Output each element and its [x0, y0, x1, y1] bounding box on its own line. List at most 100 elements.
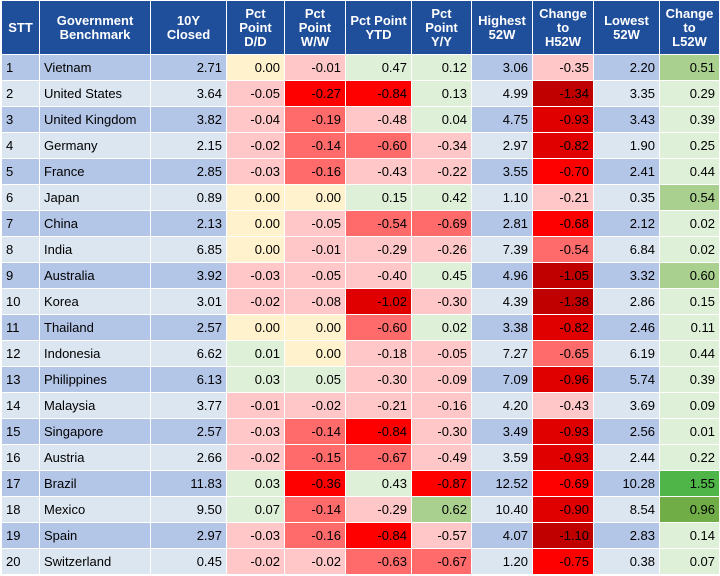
- highest-52w-value: 7.27: [471, 340, 533, 367]
- highest-52w-value: 4.39: [471, 288, 533, 315]
- lowest-52w-value: 0.38: [593, 548, 660, 575]
- country-name: India: [39, 236, 151, 263]
- table-row: 4 Germany 2.15 -0.02 -0.14 -0.60 -0.34 2.97 -0.8…: [1, 132, 720, 159]
- lowest-52w-value: 2.56: [593, 418, 660, 445]
- pct-dd-value: -0.03: [226, 158, 285, 185]
- row-number: 19: [1, 522, 40, 549]
- table-row: 17 Brazil 11.83 0.03 -0.36 0.43 -0.87 12.52 -0.6…: [1, 470, 720, 497]
- table-row: 18 Mexico 9.50 0.07 -0.14 -0.29 0.62 10.40 -0.90…: [1, 496, 720, 523]
- pct-dd-value: 0.01: [226, 340, 285, 367]
- country-name: Austria: [39, 444, 151, 471]
- lowest-52w-value: 6.84: [593, 236, 660, 263]
- pct-yy-value: 0.13: [411, 80, 472, 107]
- pct-yy-value: -0.26: [411, 236, 472, 263]
- lowest-52w-value: 8.54: [593, 496, 660, 523]
- change-l52w-value: 0.25: [659, 132, 720, 159]
- closed-value: 2.71: [150, 54, 227, 81]
- highest-52w-value: 4.75: [471, 106, 533, 133]
- change-h52w-value: -1.05: [532, 262, 594, 289]
- row-number: 14: [1, 392, 40, 419]
- highest-52w-value: 3.06: [471, 54, 533, 81]
- closed-value: 6.13: [150, 366, 227, 393]
- change-h52w-value: -0.93: [532, 418, 594, 445]
- change-h52w-value: -1.10: [532, 522, 594, 549]
- highest-52w-value: 4.07: [471, 522, 533, 549]
- pct-ytd-value: -0.60: [345, 132, 412, 159]
- pct-dd-value: 0.07: [226, 496, 285, 523]
- change-h52w-value: -0.75: [532, 548, 594, 575]
- change-l52w-value: 0.07: [659, 548, 720, 575]
- closed-value: 0.45: [150, 548, 227, 575]
- lowest-52w-value: 2.20: [593, 54, 660, 81]
- table-row: 10 Korea 3.01 -0.02 -0.08 -1.02 -0.30 4.39 -1.38…: [1, 288, 720, 315]
- pct-ww-value: -0.15: [284, 444, 346, 471]
- pct-ytd-value: -0.48: [345, 106, 412, 133]
- pct-dd-value: -0.02: [226, 548, 285, 575]
- table-row: 6 Japan 0.89 0.00 0.00 0.15 0.42 1.10 -0.21 0.35 0…: [1, 184, 720, 211]
- pct-yy-value: 0.02: [411, 314, 472, 341]
- pct-ww-value: -0.02: [284, 548, 346, 575]
- closed-value: 6.62: [150, 340, 227, 367]
- lowest-52w-value: 2.44: [593, 444, 660, 471]
- pct-ytd-value: -0.63: [345, 548, 412, 575]
- header-change-to-h52w: Change to H52W: [532, 0, 594, 55]
- pct-dd-value: -0.02: [226, 132, 285, 159]
- pct-yy-value: -0.22: [411, 158, 472, 185]
- closed-value: 3.82: [150, 106, 227, 133]
- highest-52w-value: 3.38: [471, 314, 533, 341]
- row-number: 16: [1, 444, 40, 471]
- pct-yy-value: -0.49: [411, 444, 472, 471]
- table-row: 14 Malaysia 3.77 -0.01 -0.02 -0.21 -0.16 4.20 -0…: [1, 392, 720, 419]
- highest-52w-value: 4.99: [471, 80, 533, 107]
- table-row: 9 Australia 3.92 -0.03 -0.05 -0.40 0.45 4.96 -1.…: [1, 262, 720, 289]
- closed-value: 11.83: [150, 470, 227, 497]
- highest-52w-value: 4.96: [471, 262, 533, 289]
- pct-yy-value: -0.67: [411, 548, 472, 575]
- highest-52w-value: 7.39: [471, 236, 533, 263]
- row-number: 5: [1, 158, 40, 185]
- pct-yy-value: 0.42: [411, 184, 472, 211]
- pct-yy-value: -0.05: [411, 340, 472, 367]
- pct-dd-value: -0.03: [226, 522, 285, 549]
- pct-ytd-value: -0.21: [345, 392, 412, 419]
- change-h52w-value: -0.82: [532, 132, 594, 159]
- pct-yy-value: 0.04: [411, 106, 472, 133]
- header-pct-point-ww: Pct Point W/W: [284, 0, 346, 55]
- header-10y-closed: 10Y Closed: [150, 0, 227, 55]
- row-number: 8: [1, 236, 40, 263]
- table-row: 1 Vietnam 2.71 0.00 -0.01 0.47 0.12 3.06 -0.35 2.…: [1, 54, 720, 81]
- change-h52w-value: -0.70: [532, 158, 594, 185]
- country-name: Vietnam: [39, 54, 151, 81]
- table-row: 11 Thailand 2.57 0.00 0.00 -0.60 0.02 3.38 -0.82…: [1, 314, 720, 341]
- country-name: Germany: [39, 132, 151, 159]
- pct-ww-value: -0.14: [284, 132, 346, 159]
- pct-ww-value: -0.27: [284, 80, 346, 107]
- table-row: 16 Austria 2.66 -0.02 -0.15 -0.67 -0.49 3.59 -0.…: [1, 444, 720, 471]
- highest-52w-value: 7.09: [471, 366, 533, 393]
- pct-yy-value: -0.87: [411, 470, 472, 497]
- table-row: 2 United States 3.64 -0.05 -0.27 -0.84 0.13 4.9…: [1, 80, 720, 107]
- country-name: Singapore: [39, 418, 151, 445]
- pct-ww-value: 0.05: [284, 366, 346, 393]
- closed-value: 2.57: [150, 314, 227, 341]
- closed-value: 2.97: [150, 522, 227, 549]
- table-row: 8 India 6.85 0.00 -0.01 -0.29 -0.26 7.39 -0.54 6.…: [1, 236, 720, 263]
- pct-ww-value: -0.36: [284, 470, 346, 497]
- change-l52w-value: 0.51: [659, 54, 720, 81]
- row-number: 10: [1, 288, 40, 315]
- country-name: United States: [39, 80, 151, 107]
- lowest-52w-value: 2.46: [593, 314, 660, 341]
- change-l52w-value: 0.14: [659, 522, 720, 549]
- table-row: 7 China 2.13 0.00 -0.05 -0.54 -0.69 2.81 -0.68 2.…: [1, 210, 720, 237]
- country-name: France: [39, 158, 151, 185]
- pct-yy-value: -0.57: [411, 522, 472, 549]
- highest-52w-value: 2.81: [471, 210, 533, 237]
- pct-ytd-value: -1.02: [345, 288, 412, 315]
- change-l52w-value: 0.39: [659, 106, 720, 133]
- change-l52w-value: 0.60: [659, 262, 720, 289]
- change-l52w-value: 0.96: [659, 496, 720, 523]
- change-l52w-value: 0.11: [659, 314, 720, 341]
- lowest-52w-value: 2.86: [593, 288, 660, 315]
- header-pct-point-ytd: Pct Point YTD: [345, 0, 412, 55]
- row-number: 17: [1, 470, 40, 497]
